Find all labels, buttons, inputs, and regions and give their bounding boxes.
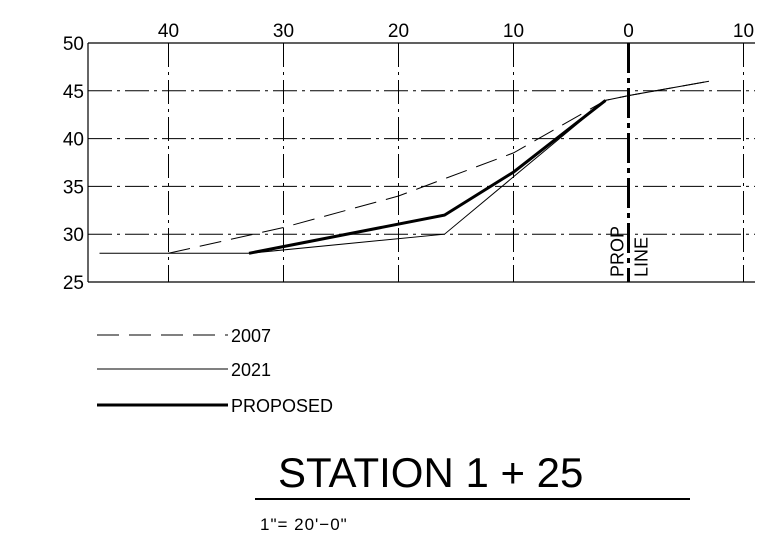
y-tick-labels: 50 45 40 35 30 25 bbox=[63, 34, 84, 294]
plot-frame bbox=[87, 42, 755, 283]
y-tick-label: 25 bbox=[63, 273, 84, 294]
legend-label-2021: 2021 bbox=[231, 360, 271, 380]
line-label: LINE bbox=[632, 237, 652, 277]
y-tick-label: 30 bbox=[63, 225, 84, 246]
property-line: PROP LINE bbox=[608, 43, 652, 282]
legend-label-2007: 2007 bbox=[231, 326, 271, 346]
x-tick-label: 30 bbox=[273, 21, 294, 42]
prop-label: PROP bbox=[608, 226, 628, 277]
x-tick-label: 10 bbox=[503, 21, 524, 42]
x-tick-label: 40 bbox=[158, 21, 179, 42]
station-title: STATION 1 + 25 bbox=[278, 449, 583, 496]
scale-label: 1"= 20'−0" bbox=[260, 515, 348, 534]
x-tick-label: 10 bbox=[733, 21, 754, 42]
y-tick-label: 45 bbox=[63, 82, 84, 103]
x-tick-label: 20 bbox=[388, 21, 409, 42]
y-tick-label: 50 bbox=[63, 34, 84, 55]
x-tick-labels: 40 30 20 10 0 10 bbox=[158, 21, 754, 42]
y-tick-label: 35 bbox=[63, 177, 84, 198]
x-tick-label: 0 bbox=[623, 21, 634, 42]
legend: 2007 2021 PROPOSED bbox=[97, 326, 333, 416]
legend-label-proposed: PROPOSED bbox=[231, 396, 333, 416]
series-proposed-line bbox=[248, 99, 607, 255]
y-tick-label: 40 bbox=[63, 130, 84, 151]
grid-lines bbox=[88, 43, 755, 282]
